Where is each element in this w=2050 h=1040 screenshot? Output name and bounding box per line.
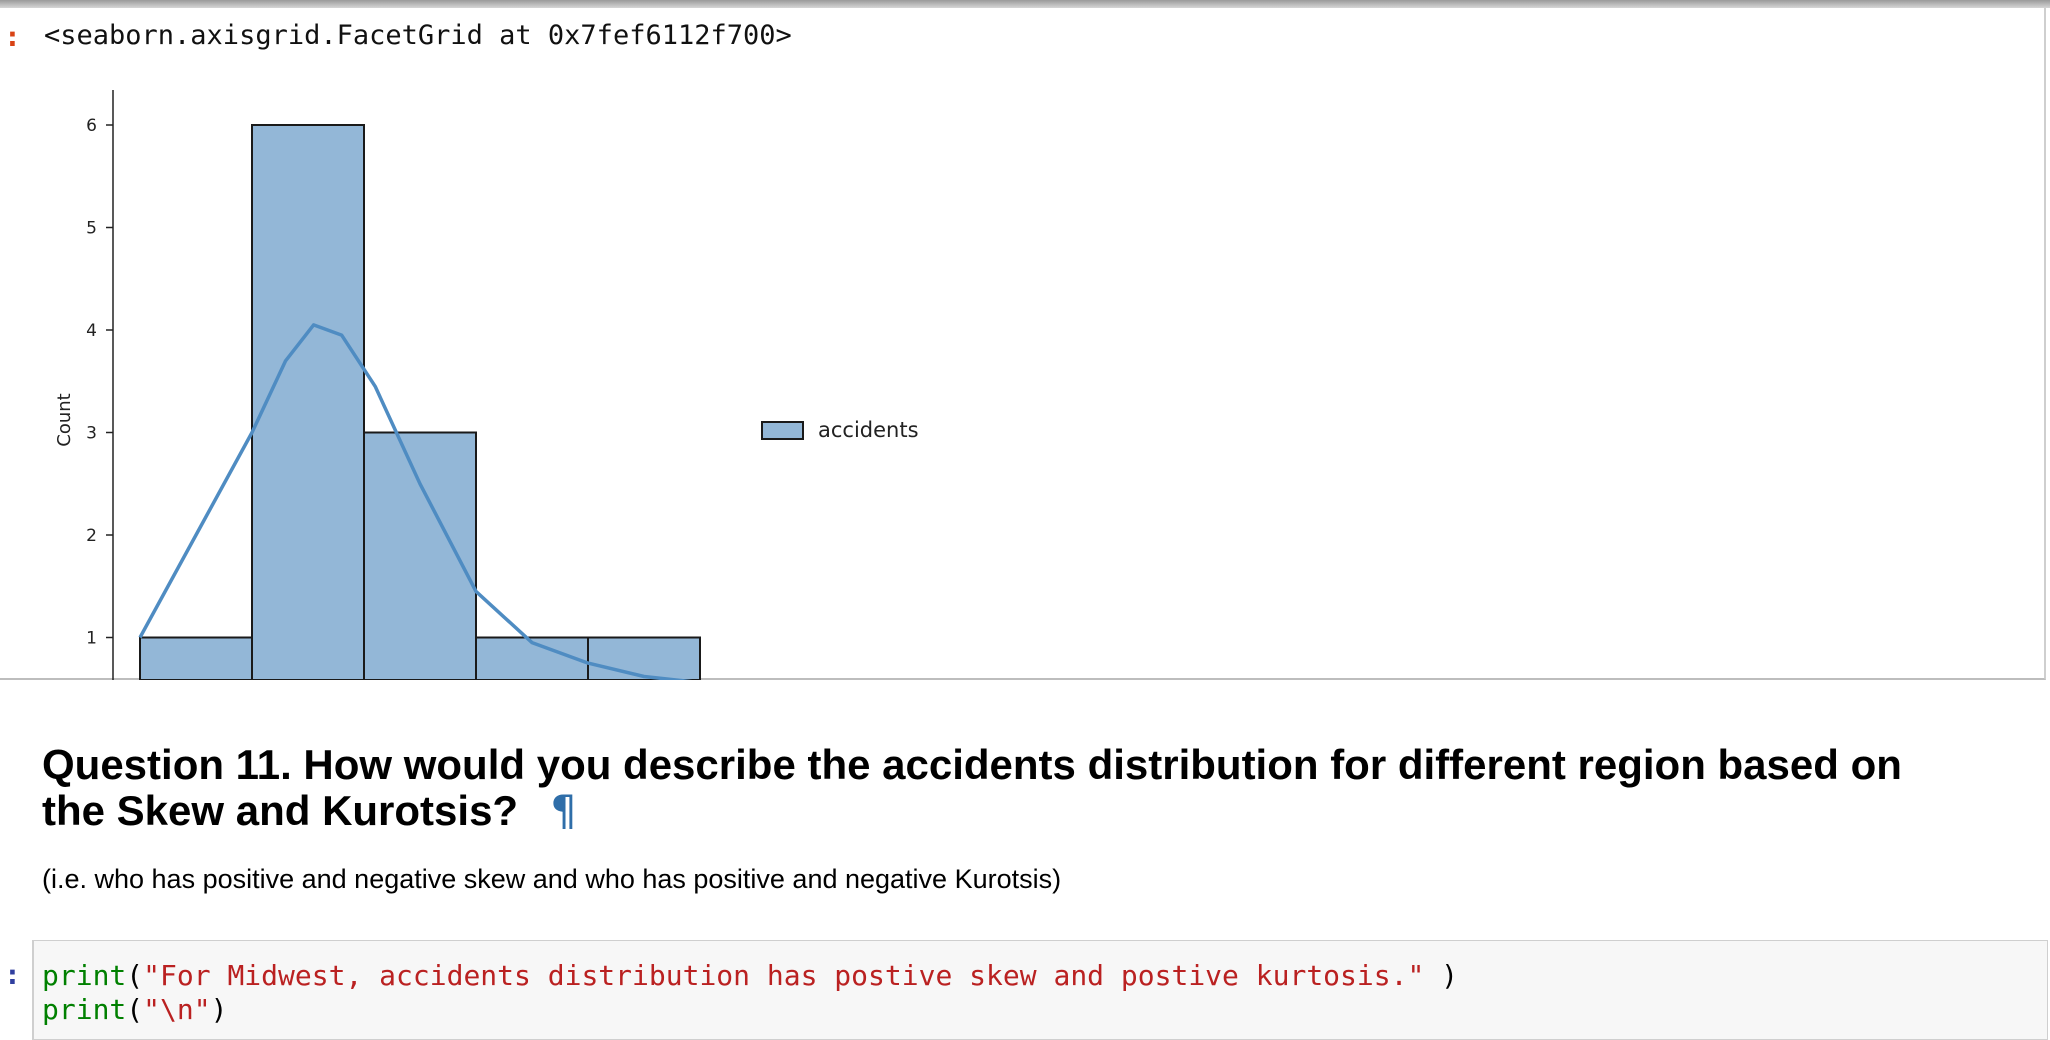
y-tick-label: 5: [86, 219, 97, 239]
code-paren-open: (: [126, 993, 144, 1026]
code-string: "\n": [143, 993, 211, 1026]
histogram-bar: [251, 124, 365, 680]
y-tick-label: 4: [86, 321, 97, 341]
cell-top-border: [0, 0, 2050, 8]
code-print-fn: print: [42, 959, 127, 992]
code-string: "For Midwest, accidents distribution has…: [143, 959, 1425, 992]
code-paren-open: (: [126, 959, 144, 992]
y-tick-label: 3: [86, 424, 97, 444]
output-prompt: :: [4, 20, 21, 53]
code-line-2: print("\n"): [42, 993, 227, 1026]
legend-label: accidents: [818, 418, 919, 442]
question-subtext: (i.e. who has positive and negative skew…: [42, 864, 1062, 894]
question-heading-line2: the Skew and Kurotsis?: [42, 787, 519, 834]
facetgrid-repr: <seaborn.axisgrid.FacetGrid at 0x7fef611…: [44, 20, 792, 51]
anchor-link-icon[interactable]: ¶: [550, 786, 577, 835]
code-print-fn: print: [42, 993, 127, 1026]
y-tick-label: 1: [86, 629, 97, 649]
legend-swatch: [761, 421, 804, 440]
y-tick-label: 6: [86, 116, 97, 136]
code-line-1: print("For Midwest, accidents distributi…: [42, 959, 1458, 992]
question-heading-line1: Question 11. How would you describe the …: [42, 741, 1902, 788]
histogram-chart: 1 2 3 4 5 6 Count accidents: [54, 90, 919, 680]
histogram-bar: [587, 636, 701, 680]
y-axis-label: Count: [54, 393, 75, 446]
code-paren-close: ): [210, 993, 228, 1026]
y-tick-label: 2: [86, 526, 97, 546]
kde-line: [138, 323, 693, 680]
input-prompt: :: [4, 958, 21, 991]
question-heading: Question 11. How would you describe the …: [42, 742, 2022, 834]
code-cell-editor[interactable]: print("For Midwest, accidents distributi…: [32, 940, 2048, 1040]
histogram-bar: [139, 636, 253, 680]
markdown-cell: Question 11. How would you describe the …: [42, 742, 2022, 895]
code-paren-close: ): [1424, 959, 1459, 992]
